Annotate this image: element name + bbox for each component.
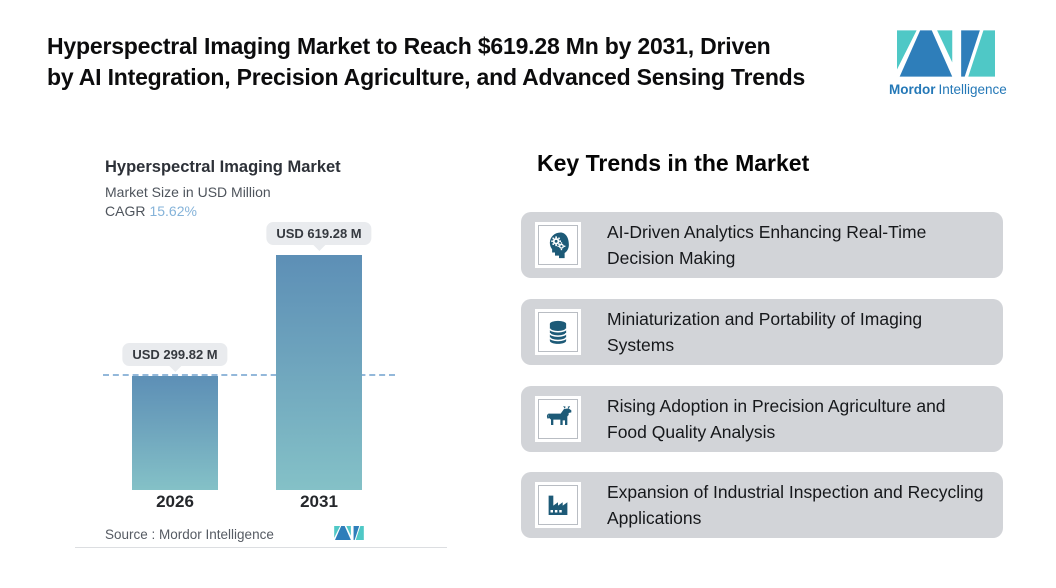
trend-icon-box <box>538 312 578 352</box>
page-title-line2: by AI Integration, Precision Agriculture… <box>47 64 806 90</box>
trend-text: Rising Adoption in Precision Agriculture… <box>607 396 946 442</box>
brand-name-light: Intelligence <box>938 82 1007 97</box>
brand-name-bold: Mordor <box>889 82 936 97</box>
axis-label-2026: 2026 <box>156 492 194 511</box>
factory-icon <box>548 495 568 515</box>
trend-text: Expansion of Industrial Inspection and R… <box>607 482 984 528</box>
database-icon <box>549 320 567 344</box>
trend-text: AI-Driven Analytics Enhancing Real-Time … <box>607 222 927 268</box>
chart-bottom-divider <box>75 547 447 548</box>
trend-card-miniaturization: Miniaturization and Portability of Imagi… <box>521 299 1003 365</box>
trend-card-ai-analytics: AI-Driven Analytics Enhancing Real-Time … <box>521 212 1003 278</box>
source-logo-icon <box>334 526 364 545</box>
axis-label-2031: 2031 <box>300 492 338 511</box>
brand-logo: Mordor Intelligence <box>889 30 1019 97</box>
bar-value-label-2031: USD 619.28 M <box>266 222 372 245</box>
trend-icon-box <box>538 399 578 439</box>
trends-heading: Key Trends in the Market <box>537 150 810 176</box>
page-title: Hyperspectral Imaging Market to Reach $6… <box>47 31 805 93</box>
trend-card-industrial: Expansion of Industrial Inspection and R… <box>521 472 1003 538</box>
head-gears-icon <box>549 232 569 259</box>
bar-2031 <box>276 255 362 490</box>
source-text: Source : Mordor Intelligence <box>105 527 274 542</box>
cagr-label: CAGR <box>105 203 146 219</box>
page-title-line1: Hyperspectral Imaging Market to Reach $6… <box>47 33 771 59</box>
chart-title: Hyperspectral Imaging Market <box>105 158 341 176</box>
trend-icon-box <box>538 485 578 525</box>
mordor-intelligence-logo-icon <box>897 30 995 77</box>
chart-subtitle: Market Size in USD Million <box>105 184 271 200</box>
reference-dashed-line <box>103 374 395 376</box>
cagr-value: 15.62% <box>149 203 197 219</box>
bar-value-label-2026: USD 299.82 M <box>122 343 228 366</box>
trend-text: Miniaturization and Portability of Imagi… <box>607 309 923 355</box>
cow-icon <box>546 406 572 425</box>
brand-text: Mordor Intelligence <box>889 82 1019 97</box>
bar-2026 <box>132 376 218 490</box>
trend-card-agriculture: Rising Adoption in Precision Agriculture… <box>521 386 1003 452</box>
chart-cagr-line: CAGR 15.62% <box>105 203 197 219</box>
trend-icon-box <box>538 225 578 265</box>
